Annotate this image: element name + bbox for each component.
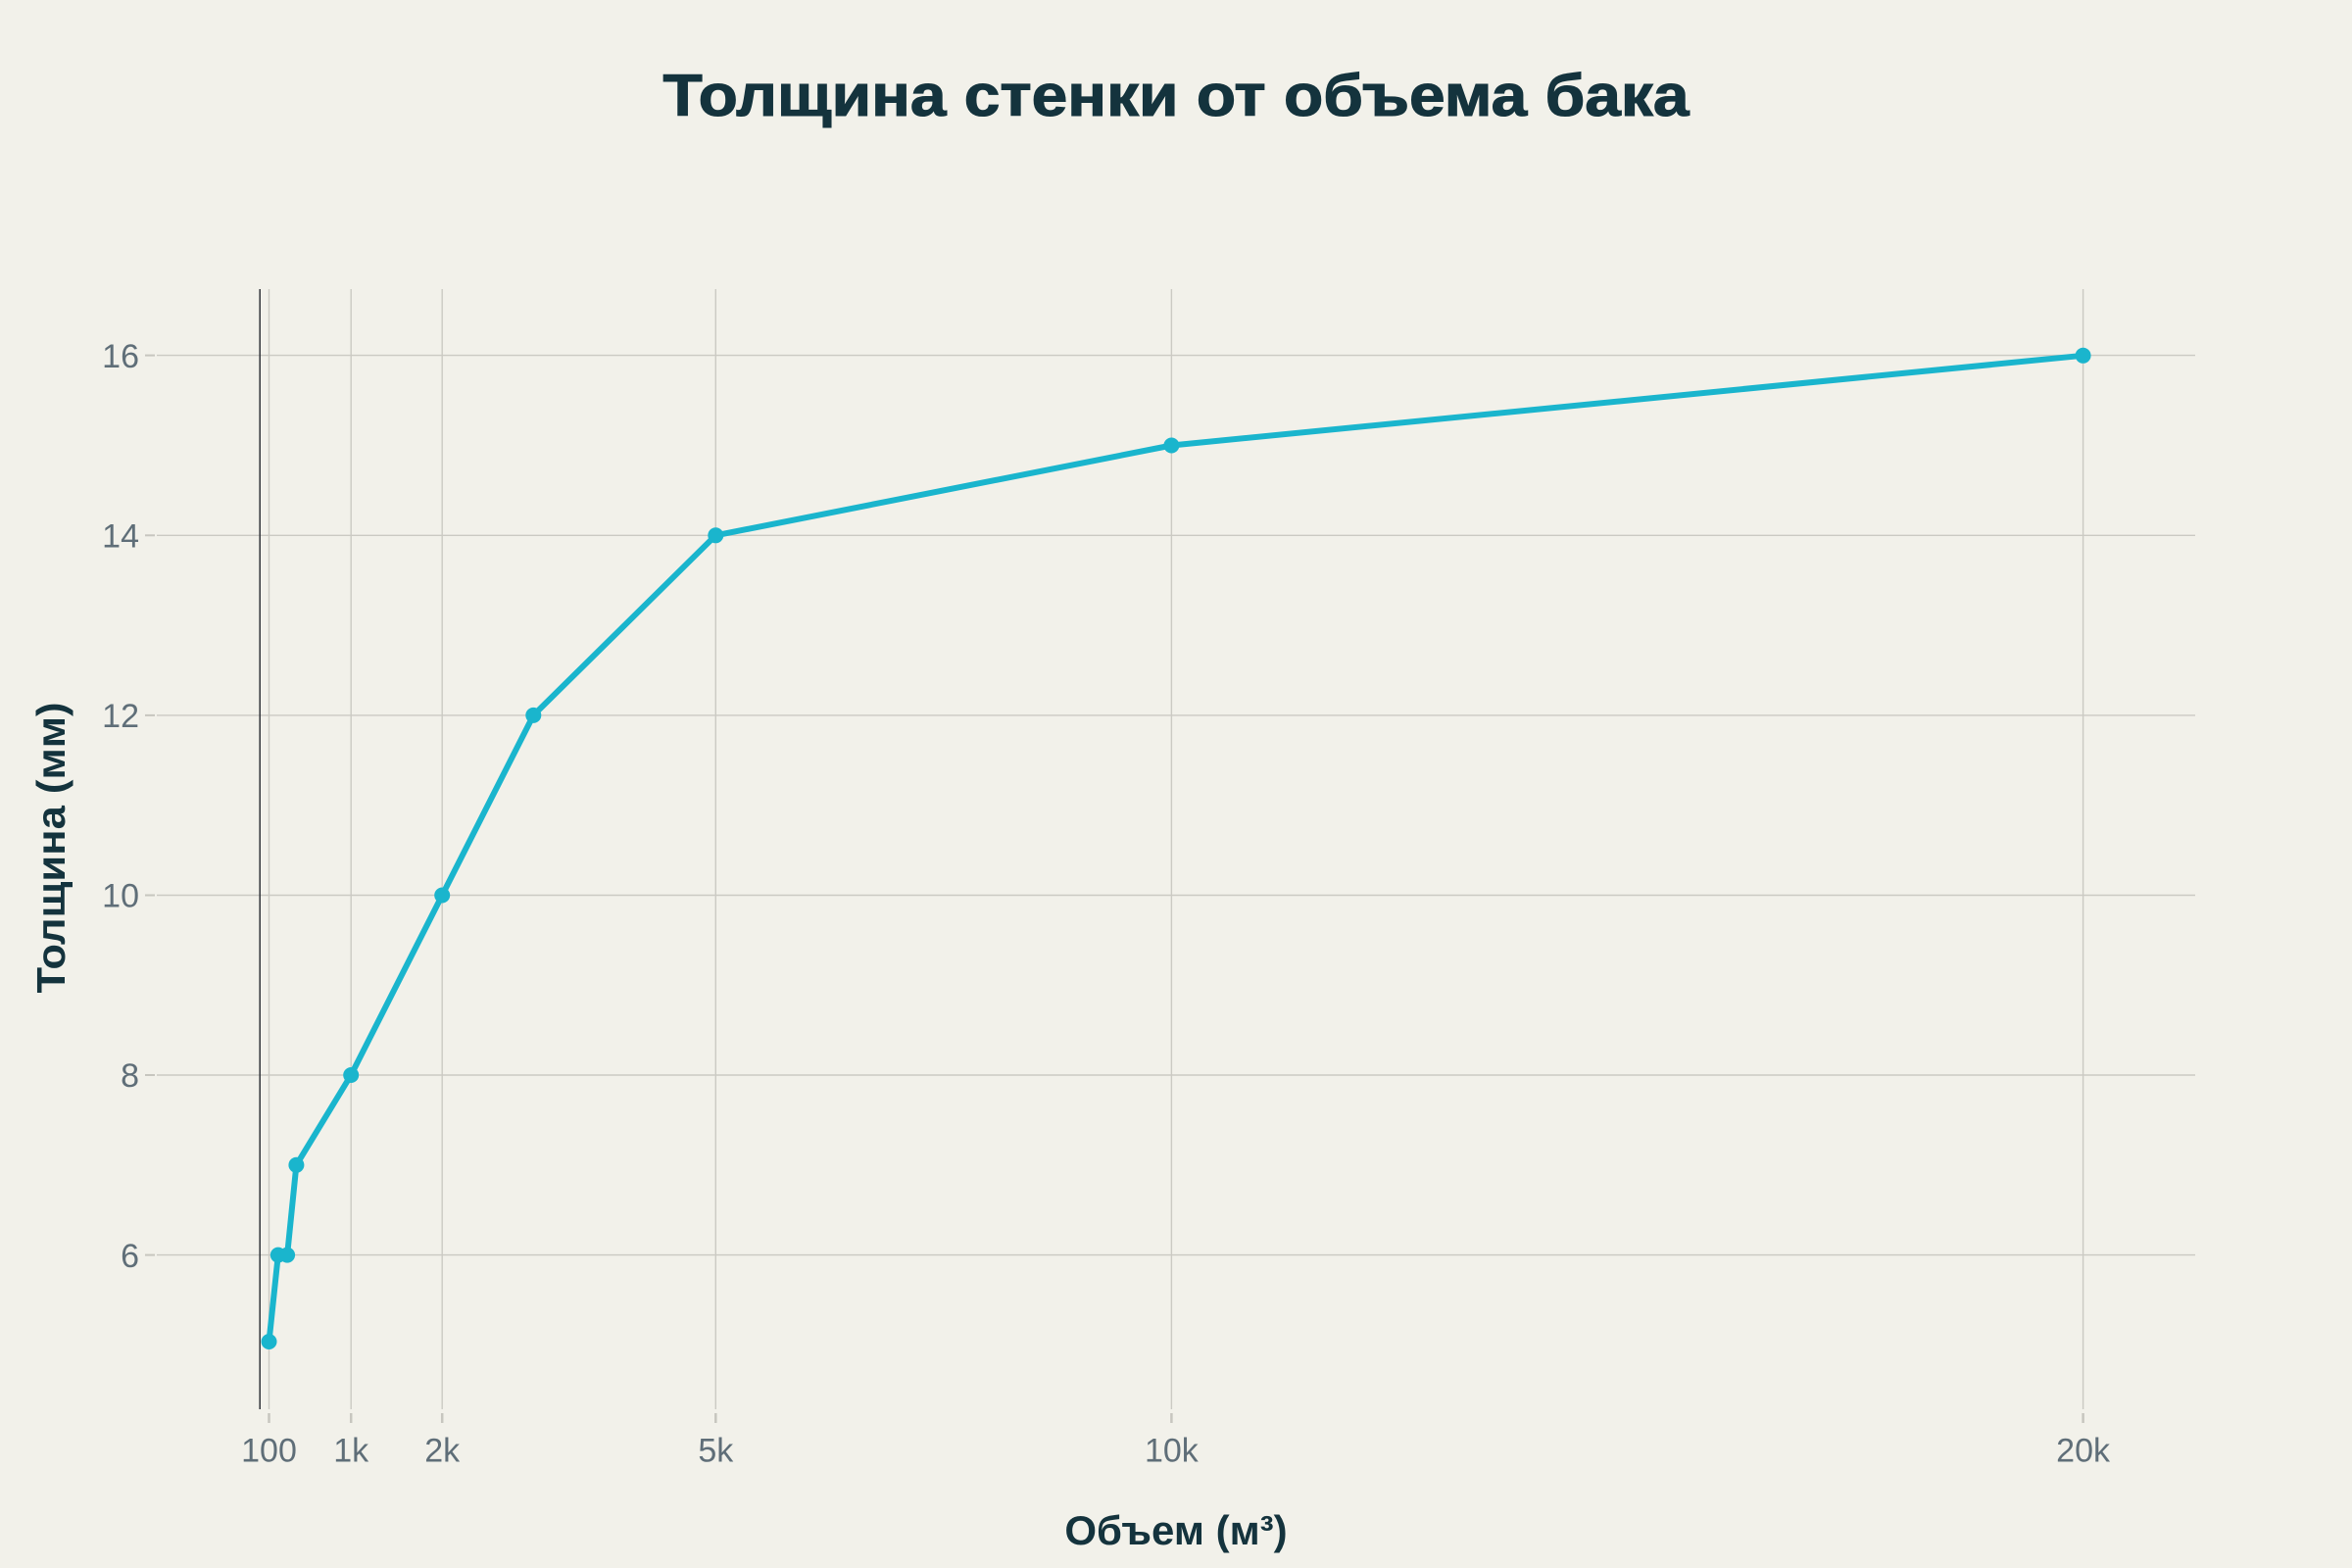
svg-text:Объем (м³): Объем (м³) <box>1064 1507 1287 1553</box>
svg-text:1k: 1k <box>333 1433 369 1470</box>
svg-text:10k: 10k <box>1145 1433 1200 1470</box>
svg-text:8: 8 <box>121 1057 139 1095</box>
svg-text:2k: 2k <box>424 1433 461 1470</box>
svg-text:20k: 20k <box>2056 1433 2111 1470</box>
svg-text:14: 14 <box>102 518 139 556</box>
svg-text:Толщина стенки от объема бака: Толщина стенки от объема бака <box>663 63 1690 128</box>
svg-text:6: 6 <box>121 1238 139 1275</box>
svg-text:16: 16 <box>102 338 139 375</box>
svg-text:Толщина (мм): Толщина (мм) <box>28 703 74 994</box>
svg-text:10: 10 <box>102 878 139 915</box>
svg-text:5k: 5k <box>698 1433 734 1470</box>
svg-text:100: 100 <box>241 1433 297 1470</box>
svg-text:12: 12 <box>102 698 139 735</box>
